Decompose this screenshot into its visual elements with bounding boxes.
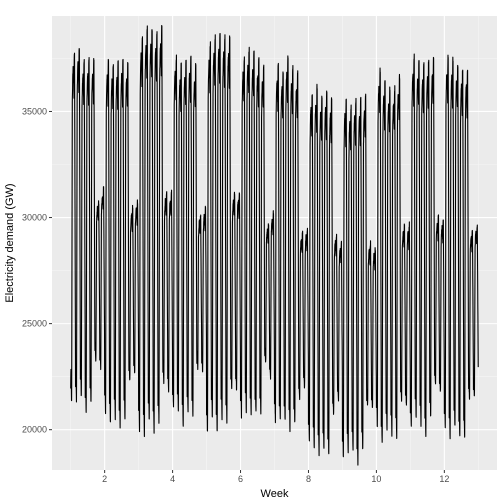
y-tick-label: 30000 xyxy=(22,213,47,223)
x-tick-label: 12 xyxy=(439,474,449,484)
y-axis-title: Electricity demand (GW) xyxy=(4,183,16,302)
y-axis-ticks: 20000 25000 30000 35000 xyxy=(22,106,52,435)
x-tick-label: 2 xyxy=(102,474,107,484)
x-tick-label: 10 xyxy=(371,474,381,484)
demand-series-line xyxy=(70,25,479,466)
x-axis-ticks: 2 4 6 8 10 12 xyxy=(102,470,449,484)
y-tick-label: 20000 xyxy=(22,425,47,435)
x-tick-label: 8 xyxy=(306,474,311,484)
x-tick-label: 4 xyxy=(170,474,175,484)
x-axis-title: Week xyxy=(261,488,289,500)
y-tick-label: 35000 xyxy=(22,106,47,116)
x-tick-label: 6 xyxy=(238,474,243,484)
y-tick-label: 25000 xyxy=(22,319,47,329)
